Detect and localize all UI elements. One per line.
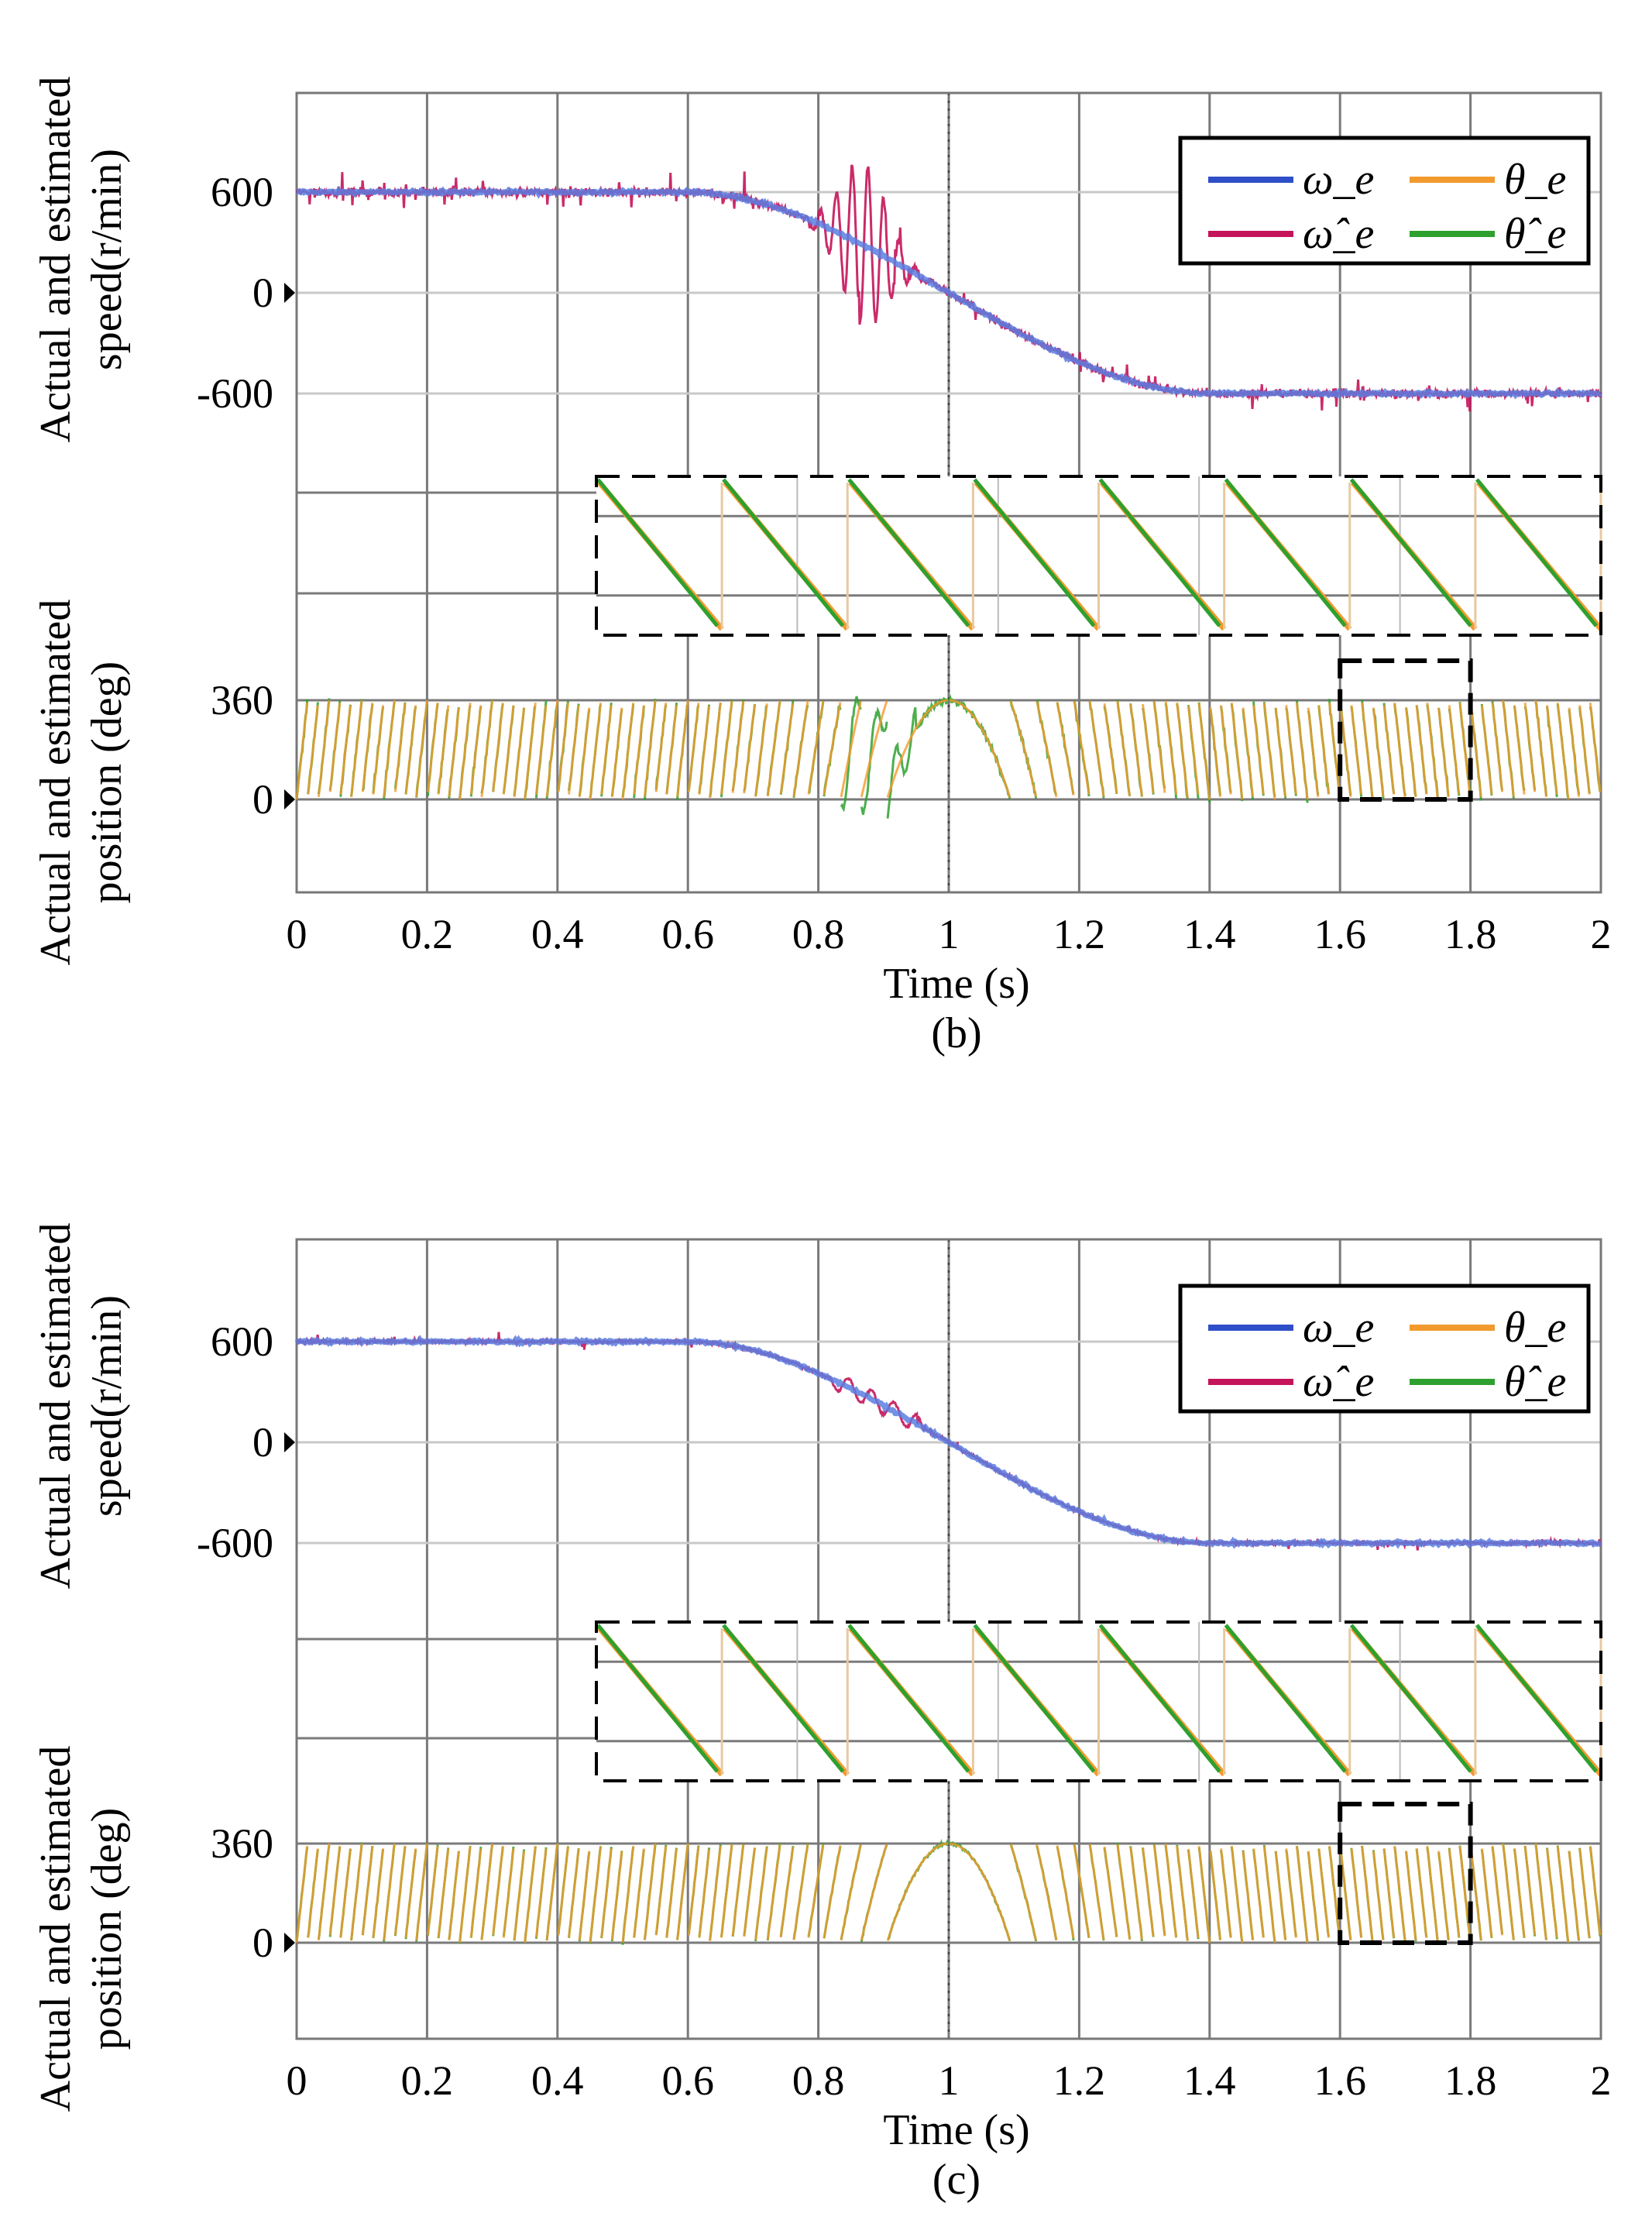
inset-theta-hat-ramp: [722, 478, 845, 627]
legend-label: θ̂_e: [1504, 210, 1566, 258]
y-axis-title-line: speed(r/min): [83, 1295, 131, 1517]
inset-theta-hat-ramp: [973, 1624, 1096, 1773]
legend-label: θ̂_e: [1504, 1358, 1566, 1406]
x-tick-label: 1.8: [1444, 911, 1497, 957]
inset-theta-hat-ramp: [973, 478, 1096, 627]
y-tick-label-position: 360: [211, 677, 273, 723]
x-tick-label: 0: [287, 911, 307, 957]
inset-theta-hat-ramp: [847, 1624, 970, 1773]
y-axis-title-line: position (deg): [83, 662, 131, 904]
zoom-inset-border: [595, 475, 1602, 637]
x-tick-label: 0.2: [401, 911, 454, 957]
x-tick-label: 2: [1591, 2057, 1612, 2104]
x-tick-label: 2: [1591, 911, 1612, 957]
x-tick-label: 1.4: [1183, 911, 1236, 957]
x-tick-label: 1.4: [1183, 2057, 1236, 2104]
y-axis-title-line: position (deg): [83, 1808, 131, 2050]
panel-label: (c): [932, 2156, 981, 2204]
zero-marker-icon: [284, 789, 295, 809]
y-tick-label-speed: 0: [252, 1419, 273, 1466]
x-tick-label: 0.4: [531, 911, 584, 957]
inset-theta-hat-ramp: [1098, 478, 1221, 627]
inset-theta-hat-ramp: [596, 478, 720, 627]
y-axis-title-speed: Actual and estimated speed(r/min): [32, 77, 131, 443]
x-tick-label: 1: [939, 2057, 960, 2104]
x-tick-label: 0.6: [661, 2057, 714, 2104]
y-axis-title-line: Actual and estimated: [32, 1746, 80, 2112]
zoom-inset-border: [595, 1620, 1602, 1782]
zero-marker-icon: [284, 1933, 295, 1953]
inset-theta-hat-ramp: [1098, 1624, 1221, 1773]
y-tick-label-speed: -600: [197, 1520, 273, 1566]
y-tick-label-position: 0: [252, 776, 273, 823]
x-tick-label: 1.2: [1053, 2057, 1106, 2104]
series-omega: [294, 1335, 1602, 1549]
series-omega: [296, 185, 1602, 400]
x-tick-label: 1.6: [1314, 2057, 1366, 2104]
legend-box: [1178, 1284, 1591, 1414]
zero-marker-icon: [284, 1432, 295, 1452]
x-axis-title: Time (s): [883, 2106, 1029, 2154]
inset-theta-hat-ramp: [847, 478, 970, 627]
x-tick-label: 0.2: [401, 2057, 454, 2104]
zoom-source-box: [1338, 658, 1473, 802]
y-tick-label-speed: -600: [197, 370, 273, 417]
legend-label: θ_e: [1504, 1304, 1566, 1352]
y-axis-title-line: Actual and estimated: [32, 77, 80, 443]
x-tick-label: 1.6: [1314, 911, 1366, 957]
y-axis-title-line: Actual and estimated: [32, 1223, 80, 1589]
y-tick-label-speed: 600: [211, 169, 273, 215]
inset-theta-hat-ramp: [1475, 478, 1598, 627]
y-axis-title-position: Actual and estimated position (deg): [32, 1746, 131, 2112]
y-axis-title-position: Actual and estimated position (deg): [32, 600, 131, 966]
x-tick-label: 0.8: [792, 2057, 845, 2104]
x-tick-label: 0.8: [792, 911, 845, 957]
legend-box: [1178, 136, 1591, 266]
y-tick-label-position: 0: [252, 1919, 273, 1966]
legend-label: ω̂_e: [1303, 210, 1374, 258]
x-tick-label: 0.6: [661, 911, 714, 957]
y-axis-title-line: speed(r/min): [83, 149, 131, 370]
panel-1: 600 0 -600 360 0 0 0.2 0.4 0.6 0.8 1 1.2 1.4 1.6 1.8 2 T…: [32, 1223, 1612, 2204]
panel-0: 600 0 -600 360 0 0 0.2 0.4 0.6 0.8 1 1.2 1.4 1.6 1.8 2 T…: [32, 77, 1612, 1057]
inset-theta-hat-ramp: [1349, 478, 1472, 627]
inset-theta-hat-ramp: [1224, 1624, 1347, 1773]
panel-label: (b): [931, 1009, 981, 1057]
y-tick-label-speed: 0: [252, 270, 273, 316]
y-axis-title-line: Actual and estimated: [32, 600, 80, 966]
inset-theta-hat-ramp: [722, 1624, 845, 1773]
inset-theta-hat-ramp: [1224, 478, 1347, 627]
x-tick-label: 0: [287, 2057, 307, 2104]
legend-label: θ_e: [1504, 156, 1566, 204]
x-tick-label: 1.8: [1444, 2057, 1497, 2104]
y-axis-title-speed: Actual and estimated speed(r/min): [32, 1223, 131, 1589]
zoom-source-box: [1338, 1802, 1473, 1945]
x-tick-label: 1.2: [1053, 911, 1106, 957]
x-tick-label: 0.4: [531, 2057, 584, 2104]
legend-label: ω_e: [1303, 1304, 1374, 1352]
inset-theta-hat-ramp: [1349, 1624, 1472, 1773]
inset-theta-hat-ramp: [596, 1624, 720, 1773]
legend-label: ω̂_e: [1303, 1358, 1374, 1406]
inset-theta-hat-ramp: [1475, 1624, 1598, 1773]
y-tick-label-position: 360: [211, 1820, 273, 1867]
x-tick-label: 1: [939, 911, 960, 957]
x-axis-title: Time (s): [883, 960, 1029, 1008]
legend-label: ω_e: [1303, 156, 1374, 204]
y-tick-label-speed: 600: [211, 1318, 273, 1365]
zero-marker-icon: [284, 283, 295, 303]
